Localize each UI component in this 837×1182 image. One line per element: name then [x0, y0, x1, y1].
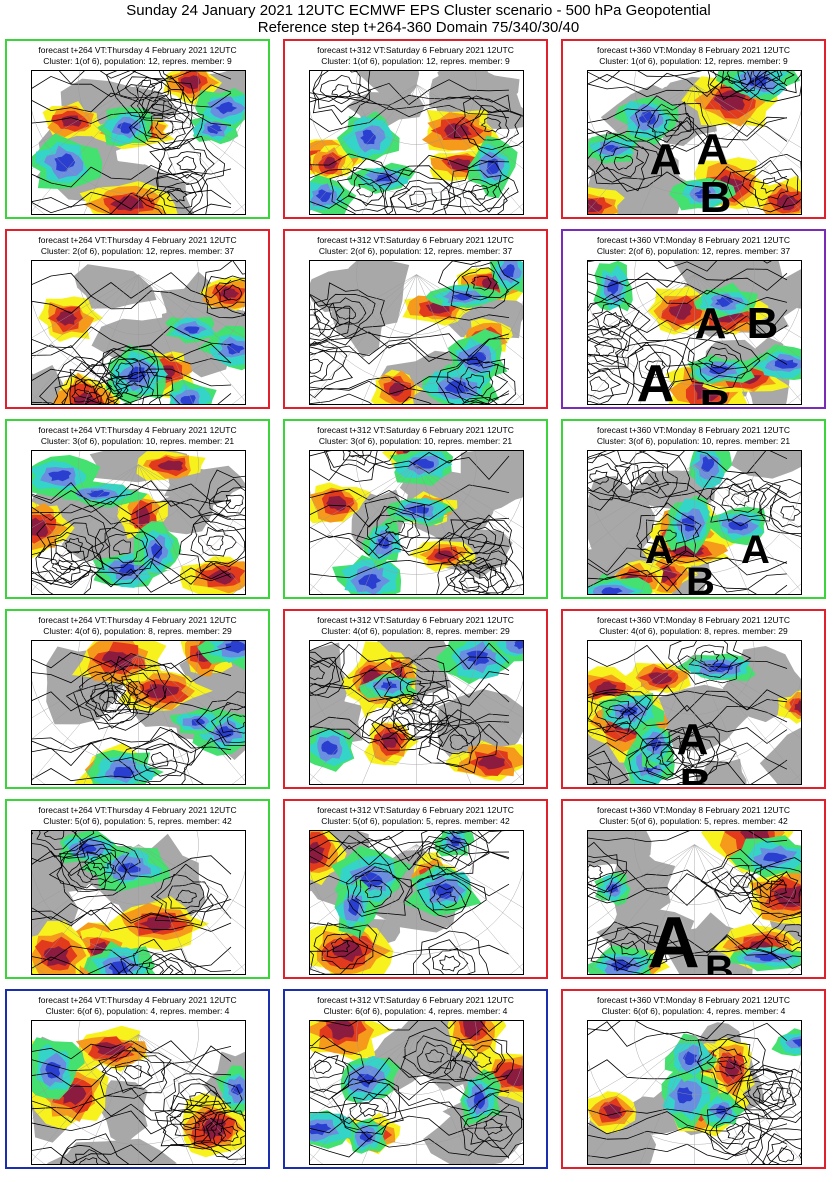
cluster-5-panel-col-3: forecast t+360 VT:Monday 8 February 2021…	[561, 799, 826, 979]
cluster-6-panel-col-3: forecast t+360 VT:Monday 8 February 2021…	[561, 989, 826, 1169]
anomaly-label-b: B	[700, 384, 732, 406]
panel-forecast-label: forecast t+312 VT:Saturday 6 February 20…	[317, 425, 514, 435]
anomaly-label-a: A	[649, 135, 682, 184]
geopotential-map	[309, 260, 524, 405]
anomaly-label-a: A	[645, 528, 674, 572]
cluster-4-panel-col-2: forecast t+312 VT:Saturday 6 February 20…	[283, 609, 548, 789]
anomaly-label-a: A	[636, 355, 675, 405]
panel-cluster-label: Cluster: 2(of 6), population: 12, repres…	[318, 246, 513, 256]
cluster-4-panel-col-3: forecast t+360 VT:Monday 8 February 2021…	[561, 609, 826, 789]
panel-forecast-label: forecast t+264 VT:Thursday 4 February 20…	[38, 425, 237, 435]
panel-cluster-label: Cluster: 6(of 6), population: 4, repres.…	[601, 1006, 786, 1016]
anomaly-label-b: B	[705, 948, 734, 975]
cluster-6-panel-col-2: forecast t+312 VT:Saturday 6 February 20…	[283, 989, 548, 1169]
panel-forecast-label: forecast t+264 VT:Thursday 4 February 20…	[38, 615, 237, 625]
geopotential-map	[309, 830, 524, 975]
panel-forecast-label: forecast t+312 VT:Saturday 6 February 20…	[317, 235, 514, 245]
anomaly-label-a: A	[676, 715, 709, 764]
panel-cluster-label: Cluster: 5(of 6), population: 5, repres.…	[43, 816, 232, 826]
geopotential-map	[309, 450, 524, 595]
anomaly-label-b: B	[686, 560, 715, 595]
panel-cluster-label: Cluster: 1(of 6), population: 12, repres…	[321, 56, 510, 66]
cluster-5-panel-col-2: forecast t+312 VT:Saturday 6 February 20…	[283, 799, 548, 979]
anomaly-label-b: B	[746, 299, 779, 348]
cluster-1-panel-col-3: forecast t+360 VT:Monday 8 February 2021…	[561, 39, 826, 219]
cluster-4-panel-col-1: forecast t+264 VT:Thursday 4 February 20…	[5, 609, 270, 789]
anomaly-label-b: B	[679, 760, 712, 786]
panel-cluster-label: Cluster: 3(of 6), population: 10, repres…	[318, 436, 513, 446]
geopotential-map	[309, 70, 524, 215]
cluster-2-panel-col-1: forecast t+264 VT:Thursday 4 February 20…	[5, 229, 270, 409]
panel-cluster-label: Cluster: 6(of 6), population: 4, repres.…	[45, 1006, 230, 1016]
panel-forecast-label: forecast t+312 VT:Saturday 6 February 20…	[317, 45, 514, 55]
panel-cluster-label: Cluster: 1(of 6), population: 12, repres…	[43, 56, 232, 66]
geopotential-map	[31, 830, 246, 975]
page-subtitle: Reference step t+264-360 Domain 75/340/3…	[257, 19, 580, 36]
panel-forecast-label: forecast t+312 VT:Saturday 6 February 20…	[317, 805, 514, 815]
cluster-3-panel-col-3: forecast t+360 VT:Monday 8 February 2021…	[561, 419, 826, 599]
panel-forecast-label: forecast t+264 VT:Thursday 4 February 20…	[38, 805, 237, 815]
panel-forecast-label: forecast t+312 VT:Saturday 6 February 20…	[317, 995, 514, 1005]
geopotential-map	[31, 70, 246, 215]
panel-cluster-label: Cluster: 4(of 6), population: 8, repres.…	[43, 626, 232, 636]
geopotential-map	[31, 640, 246, 785]
panel-forecast-label: forecast t+360 VT:Monday 8 February 2021…	[596, 425, 790, 435]
cluster-3-panel-col-2: forecast t+312 VT:Saturday 6 February 20…	[283, 419, 548, 599]
panel-cluster-label: Cluster: 3(of 6), population: 10, repres…	[40, 436, 235, 446]
panel-cluster-label: Cluster: 4(of 6), population: 8, repres.…	[599, 626, 788, 636]
panel-forecast-label: forecast t+264 VT:Thursday 4 February 20…	[38, 45, 237, 55]
panel-cluster-label: Cluster: 5(of 6), population: 5, repres.…	[321, 816, 510, 826]
panel-cluster-label: Cluster: 2(of 6), population: 12, repres…	[596, 246, 791, 256]
anomaly-label-a: A	[647, 903, 700, 975]
cluster-2-panel-col-2: forecast t+312 VT:Saturday 6 February 20…	[283, 229, 548, 409]
panel-forecast-label: forecast t+264 VT:Thursday 4 February 20…	[38, 995, 237, 1005]
panel-cluster-label: Cluster: 5(of 6), population: 5, repres.…	[599, 816, 788, 826]
cluster-5-panel-col-1: forecast t+264 VT:Thursday 4 February 20…	[5, 799, 270, 979]
panel-cluster-label: Cluster: 6(of 6), population: 4, repres.…	[323, 1006, 508, 1016]
panel-cluster-label: Cluster: 1(of 6), population: 12, repres…	[599, 56, 788, 66]
anomaly-label-a: A	[741, 528, 770, 572]
cluster-6-panel-col-1: forecast t+264 VT:Thursday 4 February 20…	[5, 989, 270, 1169]
panel-forecast-label: forecast t+264 VT:Thursday 4 February 20…	[38, 235, 237, 245]
panel-forecast-label: forecast t+312 VT:Saturday 6 February 20…	[317, 615, 514, 625]
panel-cluster-label: Cluster: 4(of 6), population: 8, repres.…	[321, 626, 510, 636]
panel-forecast-label: forecast t+360 VT:Monday 8 February 2021…	[596, 995, 790, 1005]
geopotential-map: ABAB	[587, 260, 802, 405]
panel-cluster-label: Cluster: 2(of 6), population: 12, repres…	[40, 246, 235, 256]
geopotential-map	[309, 640, 524, 785]
cluster-1-panel-col-1: forecast t+264 VT:Thursday 4 February 20…	[5, 39, 270, 219]
geopotential-map	[587, 1020, 802, 1165]
geopotential-map	[31, 450, 246, 595]
panel-forecast-label: forecast t+360 VT:Monday 8 February 2021…	[596, 235, 790, 245]
anomaly-label-b: B	[699, 173, 732, 216]
cluster-3-panel-col-1: forecast t+264 VT:Thursday 4 February 20…	[5, 419, 270, 599]
anomaly-label-a: A	[696, 125, 729, 174]
cluster-1-panel-col-2: forecast t+312 VT:Saturday 6 February 20…	[283, 39, 548, 219]
panel-forecast-label: forecast t+360 VT:Monday 8 February 2021…	[596, 45, 790, 55]
panel-cluster-label: Cluster: 3(of 6), population: 10, repres…	[596, 436, 791, 446]
anomaly-label-a: A	[694, 299, 727, 348]
page-title: Sunday 24 January 2021 12UTC ECMWF EPS C…	[126, 2, 711, 19]
geopotential-map	[309, 1020, 524, 1165]
cluster-2-panel-col-3: forecast t+360 VT:Monday 8 February 2021…	[561, 229, 826, 409]
geopotential-map	[31, 260, 246, 405]
panel-forecast-label: forecast t+360 VT:Monday 8 February 2021…	[596, 615, 790, 625]
panel-forecast-label: forecast t+360 VT:Monday 8 February 2021…	[596, 805, 790, 815]
geopotential-map	[31, 1020, 246, 1165]
